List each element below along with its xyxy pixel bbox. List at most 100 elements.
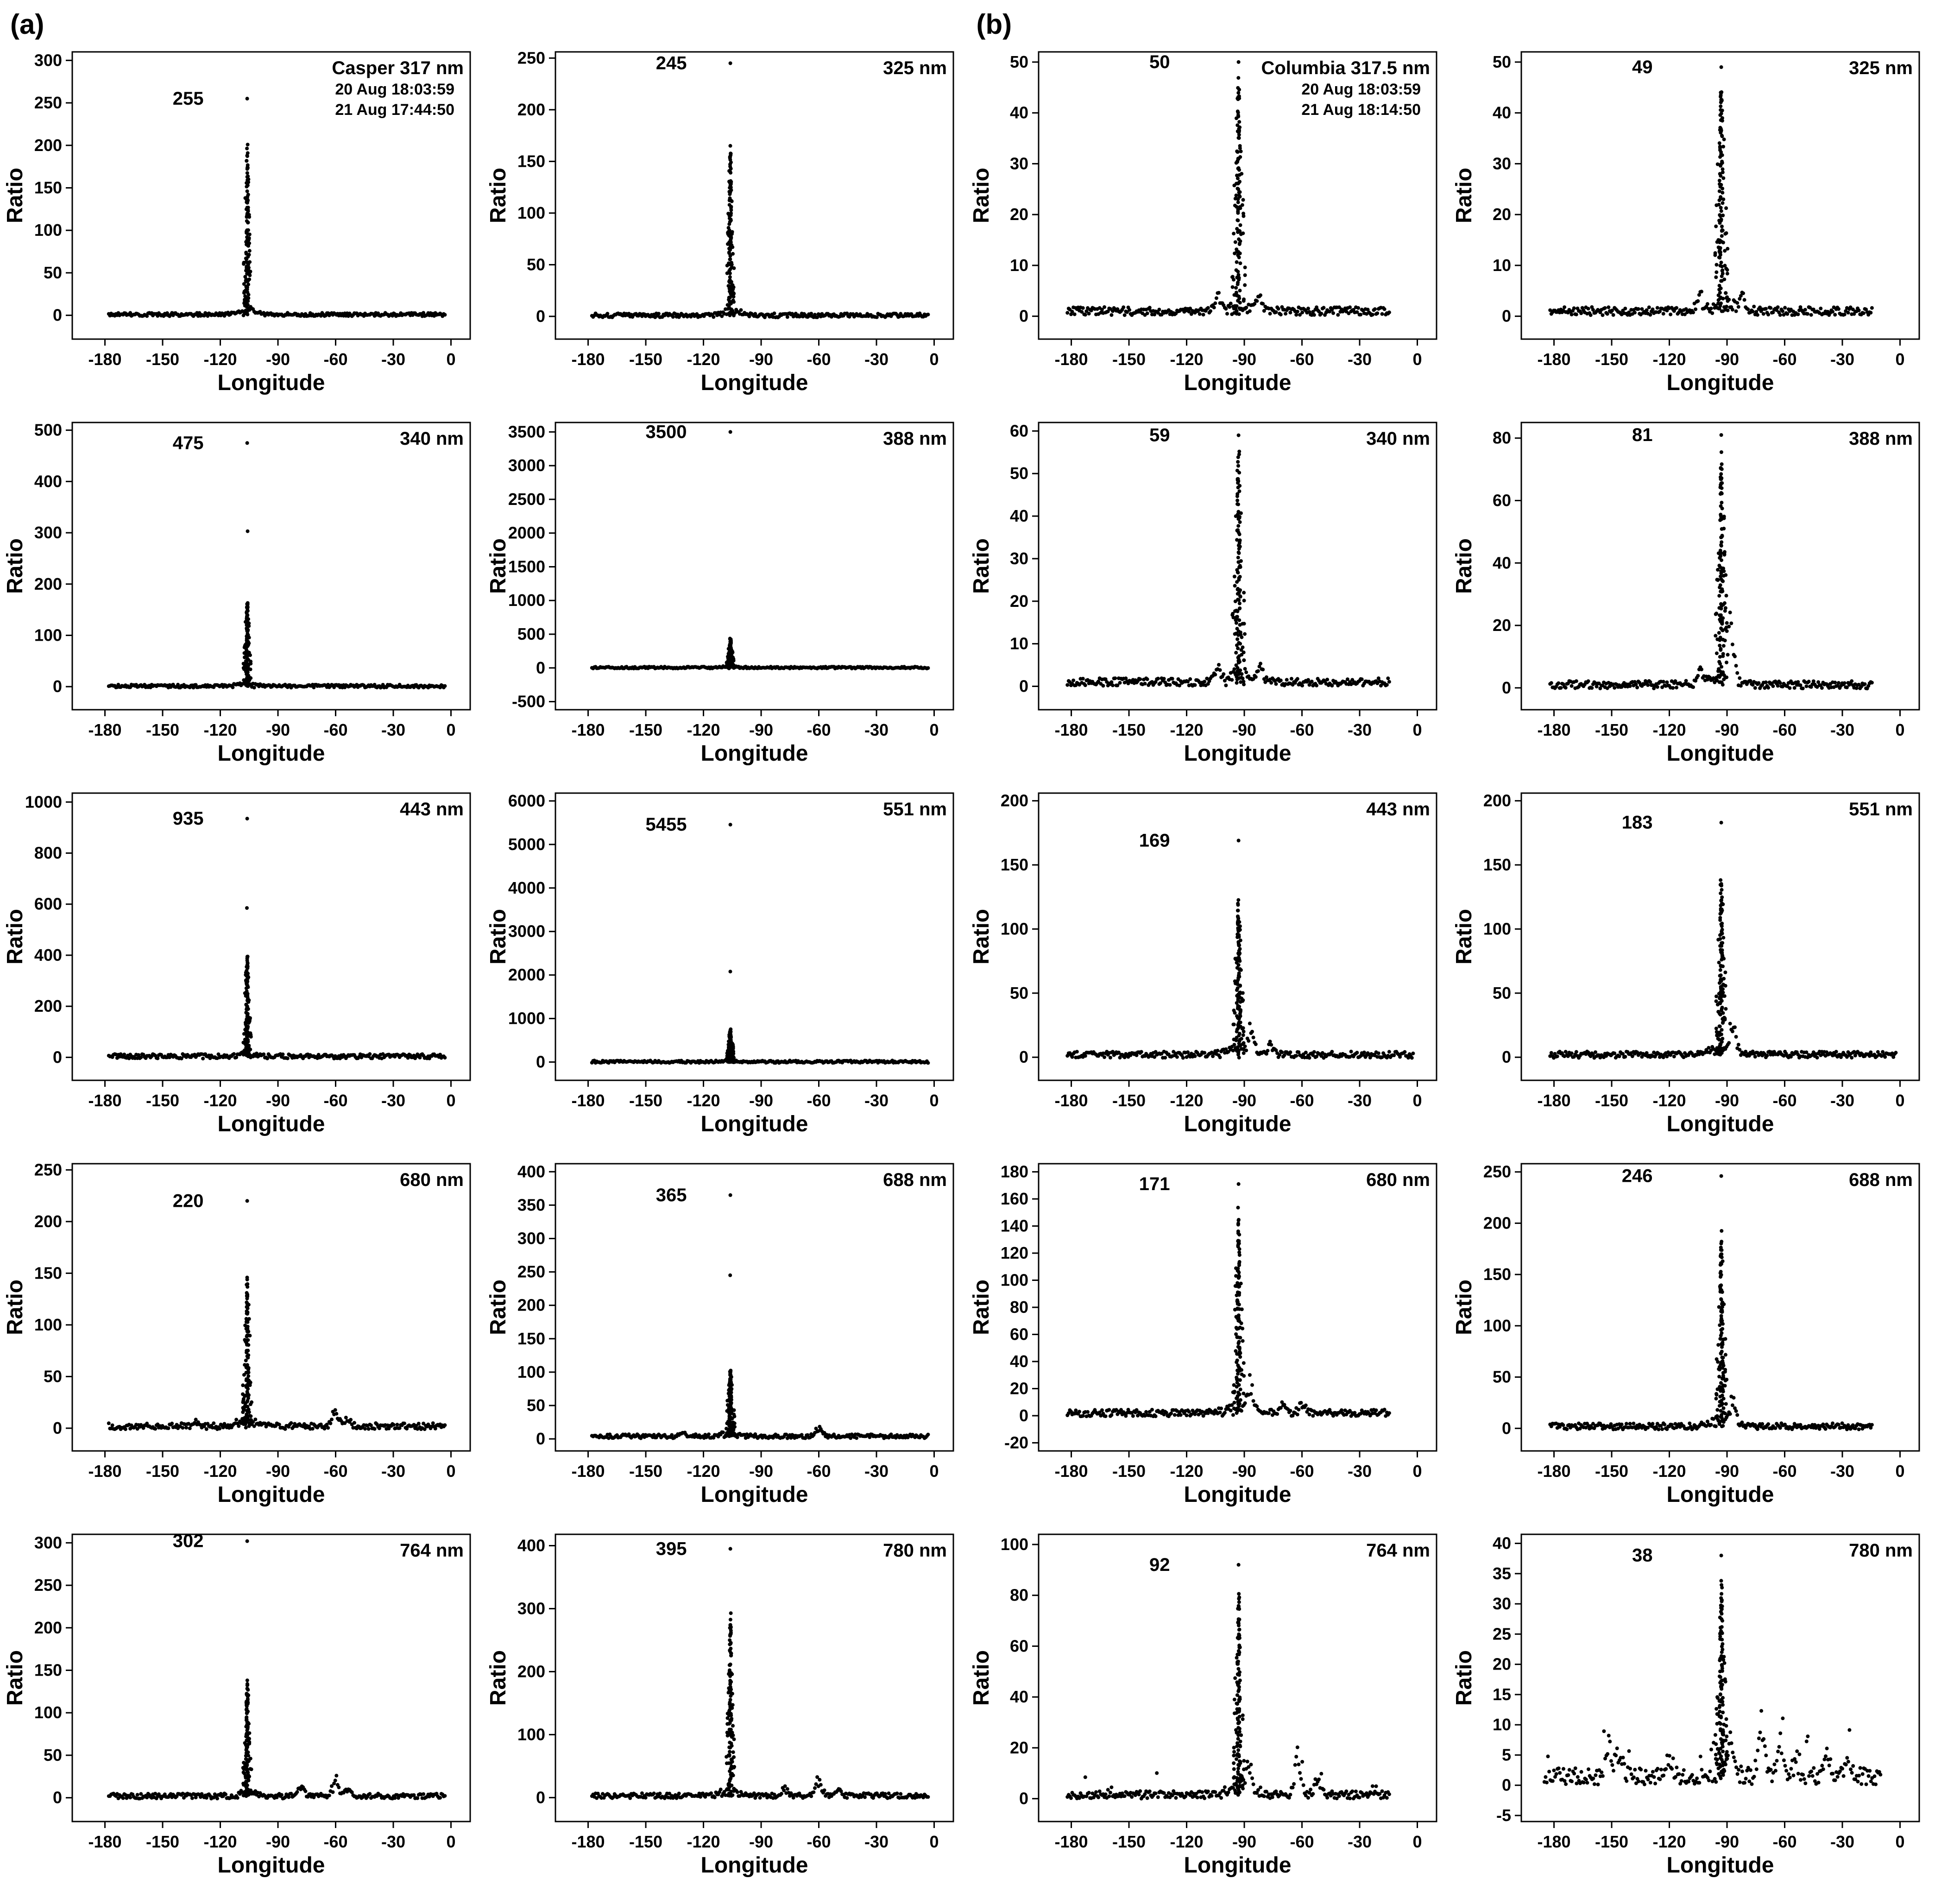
y-tick-label: 400 [517,1536,545,1555]
x-tick-label: -150 [1595,350,1628,369]
y-tick-label: 5000 [508,835,545,854]
series-label: 764 nm [400,1540,464,1561]
series-label: 551 nm [1849,799,1913,820]
x-tick-label: -120 [204,350,237,369]
panel-a-label: (a) [10,9,44,40]
y-axis-label: Ratio [969,1280,994,1335]
y-tick-label: 20 [1009,205,1028,224]
y-tick-label: 300 [517,1599,545,1618]
x-tick-label: -180 [571,1462,605,1481]
plot-frame [1520,51,1920,340]
x-tick-label: -90 [266,350,290,369]
x-tick-label: -30 [1830,1832,1854,1851]
x-axis-label: Longitude [700,371,808,395]
x-tick-label: -60 [1773,1462,1797,1481]
peak-value-label: 92 [1149,1555,1170,1575]
y-axis-label: Ratio [486,168,511,223]
y-axis-label: Ratio [969,538,994,594]
x-tick-label: -90 [749,720,773,739]
x-tick-label: -90 [1232,1462,1256,1481]
y-tick-label: 0 [1502,307,1511,326]
y-tick-label: 4000 [508,878,545,897]
y-tick-label: 3000 [508,922,545,941]
y-tick-label: 250 [34,1160,62,1179]
y-tick-label: 200 [1483,791,1511,810]
plot-frame [1038,422,1437,711]
y-tick-label: 1000 [508,1009,545,1028]
x-tick-label: -180 [88,350,122,369]
chart: -180 -150 -120 -90 -60 -30 0 0 50 100 150 200 250 300… [486,1162,954,1507]
x-tick-label: 0 [1412,350,1422,369]
y-tick-label: 600 [34,895,62,914]
annotation-line: 20 Aug 18:03:59 [335,81,454,98]
plot-frame [1038,51,1437,340]
peak-value-label: 395 [656,1538,687,1559]
annotation-line: 21 Aug 18:14:50 [1301,101,1421,119]
y-tick-label: 20 [1493,616,1511,635]
peak-value-label: 302 [173,1531,204,1551]
x-tick-label: -150 [1595,720,1628,739]
x-axis-label: Longitude [700,1112,808,1136]
x-tick-label: -150 [629,1462,662,1481]
x-tick-label: -60 [1290,720,1314,739]
peak-value-label: 183 [1622,813,1653,833]
chart-cell: -180 -150 -120 -90 -60 -30 0 -500 0 500 1000 1500 20… [486,404,969,775]
y-tick-label: 6000 [508,791,545,810]
y-tick-label: 40 [1493,553,1511,572]
x-tick-label: -120 [687,1462,720,1481]
series-label: 340 nm [400,429,464,449]
x-axis-label: Longitude [218,1853,325,1878]
chart-cell: -180 -150 -120 -90 -60 -30 0 0 50 100 150 200 250 Lon… [1452,1145,1935,1516]
x-tick-label: -150 [1112,1832,1146,1851]
x-tick-label: -60 [1773,1091,1797,1110]
peak-value-label: 3500 [645,422,687,442]
x-tick-label: -60 [807,350,831,369]
y-tick-label: 50 [1009,984,1028,1002]
y-tick-label: 100 [1483,919,1511,938]
y-tick-label: 50 [44,1746,62,1765]
x-tick-label: -150 [146,350,179,369]
x-axis-label: Longitude [1667,371,1774,395]
peak-value-label: 81 [1632,425,1653,445]
y-axis-label: Ratio [3,909,27,965]
y-tick-label: -500 [512,692,545,711]
series-label: 680 nm [400,1170,464,1190]
y-tick-label: 400 [34,946,62,965]
y-tick-label: 250 [34,93,62,112]
x-tick-label: -150 [1595,1832,1628,1851]
x-axis-label: Longitude [1184,1482,1291,1507]
x-tick-label: -60 [807,1832,831,1851]
y-tick-label: 1000 [25,792,62,811]
series-label: 443 nm [1366,799,1430,820]
chart: -180 -150 -120 -90 -60 -30 0 0 1000 2000 3000 4000 5… [486,791,954,1136]
x-tick-label: -180 [88,1462,122,1481]
y-tick-label: 20 [1493,1655,1511,1674]
x-axis-label: Longitude [1667,1482,1774,1507]
y-tick-label: 50 [527,255,545,274]
series-label: Columbia 317.5 nm [1261,58,1430,78]
plot-frame [71,1533,471,1822]
series-label: 388 nm [1849,429,1913,449]
x-tick-label: 0 [929,1462,939,1481]
x-tick-label: -150 [1595,1091,1628,1110]
x-tick-label: -30 [864,1462,889,1481]
x-tick-label: -90 [749,1091,773,1110]
x-axis-label: Longitude [1184,1853,1291,1878]
x-tick-label: -120 [1170,1462,1203,1481]
x-tick-label: -90 [1715,1091,1739,1110]
x-tick-label: -90 [1232,720,1256,739]
y-tick-label: 2000 [508,523,545,542]
peak-value-label: 365 [656,1185,687,1205]
scatter-points [1065,839,1415,1060]
x-tick-label: 0 [446,1462,455,1481]
x-tick-label: -120 [1170,720,1203,739]
x-tick-label: -30 [1347,720,1371,739]
x-tick-label: -60 [1290,1462,1314,1481]
plot-frame [71,792,471,1081]
panel-a-charts: -180 -150 -120 -90 -60 -30 0 0 50 100 150 200 250 300… [3,33,969,1886]
y-tick-label: 50 [44,263,62,282]
plot-frame [71,1163,471,1452]
y-tick-label: 0 [1502,678,1511,697]
y-tick-label: 160 [1000,1189,1028,1208]
